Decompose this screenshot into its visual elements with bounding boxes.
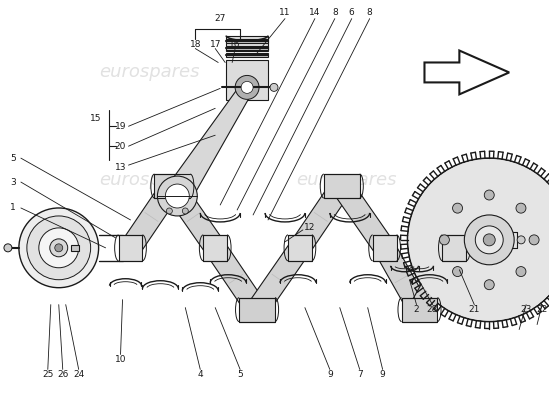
Text: 9: 9 (379, 370, 386, 379)
Text: 9: 9 (327, 370, 333, 379)
Text: 14: 14 (309, 8, 321, 17)
Polygon shape (206, 242, 266, 316)
Text: 24: 24 (73, 370, 84, 379)
Polygon shape (204, 235, 227, 261)
Text: 21: 21 (469, 305, 480, 314)
Text: 2: 2 (414, 305, 419, 314)
Circle shape (4, 244, 12, 252)
Circle shape (270, 84, 278, 91)
Circle shape (27, 216, 91, 280)
Polygon shape (155, 174, 190, 198)
Text: 8: 8 (367, 8, 372, 17)
Circle shape (166, 184, 189, 208)
Text: 26: 26 (57, 370, 68, 379)
Text: 7: 7 (357, 370, 362, 379)
Polygon shape (324, 174, 360, 198)
Polygon shape (71, 245, 79, 251)
Text: eurospares: eurospares (98, 64, 199, 82)
Polygon shape (166, 84, 253, 204)
Polygon shape (442, 235, 466, 261)
Polygon shape (226, 60, 268, 100)
Text: 25: 25 (42, 370, 53, 379)
Circle shape (464, 215, 514, 265)
Circle shape (50, 239, 68, 257)
Polygon shape (226, 46, 268, 50)
Text: 8: 8 (332, 8, 338, 17)
Text: 22: 22 (536, 305, 548, 314)
Polygon shape (333, 180, 394, 254)
Text: 20: 20 (115, 142, 126, 151)
Circle shape (475, 226, 503, 254)
Text: 12: 12 (304, 224, 316, 232)
Circle shape (409, 159, 550, 320)
Circle shape (235, 76, 259, 99)
Text: 5: 5 (237, 370, 243, 379)
Polygon shape (226, 52, 268, 56)
Text: 4: 4 (197, 370, 203, 379)
Circle shape (237, 78, 257, 97)
Text: 23: 23 (520, 305, 532, 314)
Text: eurospares: eurospares (98, 171, 199, 189)
Polygon shape (402, 298, 437, 322)
Circle shape (516, 266, 526, 276)
Circle shape (516, 203, 526, 213)
Polygon shape (226, 38, 268, 42)
Circle shape (157, 176, 197, 216)
Polygon shape (122, 180, 182, 254)
Text: 5: 5 (10, 154, 16, 163)
Polygon shape (163, 180, 224, 254)
Polygon shape (410, 242, 464, 315)
Polygon shape (239, 298, 275, 322)
Circle shape (19, 208, 98, 288)
Circle shape (182, 208, 188, 214)
Circle shape (517, 236, 525, 244)
Circle shape (484, 280, 494, 290)
Text: 11: 11 (279, 8, 291, 17)
Polygon shape (425, 50, 509, 94)
Text: 18: 18 (190, 40, 201, 49)
Circle shape (242, 82, 252, 92)
Polygon shape (119, 235, 142, 261)
Text: 10: 10 (115, 355, 126, 364)
Text: eurospares: eurospares (296, 171, 397, 189)
Polygon shape (373, 235, 397, 261)
Text: 6: 6 (349, 8, 355, 17)
Polygon shape (291, 180, 351, 254)
Circle shape (453, 203, 463, 213)
Polygon shape (288, 235, 312, 261)
Circle shape (39, 228, 79, 268)
Circle shape (453, 266, 463, 276)
Polygon shape (248, 242, 309, 316)
Circle shape (529, 235, 539, 245)
Circle shape (241, 82, 253, 93)
Circle shape (408, 158, 550, 322)
Text: 17: 17 (210, 40, 221, 49)
Text: 3: 3 (10, 178, 16, 186)
Circle shape (483, 234, 495, 246)
Text: 28: 28 (427, 305, 438, 314)
Polygon shape (375, 242, 429, 315)
Text: 16: 16 (229, 40, 241, 49)
Circle shape (167, 208, 172, 214)
Circle shape (484, 190, 494, 200)
Text: 27: 27 (214, 14, 226, 23)
Polygon shape (226, 36, 268, 50)
Text: 13: 13 (115, 163, 126, 172)
Circle shape (55, 244, 63, 252)
Text: 15: 15 (90, 114, 101, 123)
Text: 19: 19 (115, 122, 126, 131)
Circle shape (439, 235, 449, 245)
Text: 1: 1 (10, 204, 16, 212)
